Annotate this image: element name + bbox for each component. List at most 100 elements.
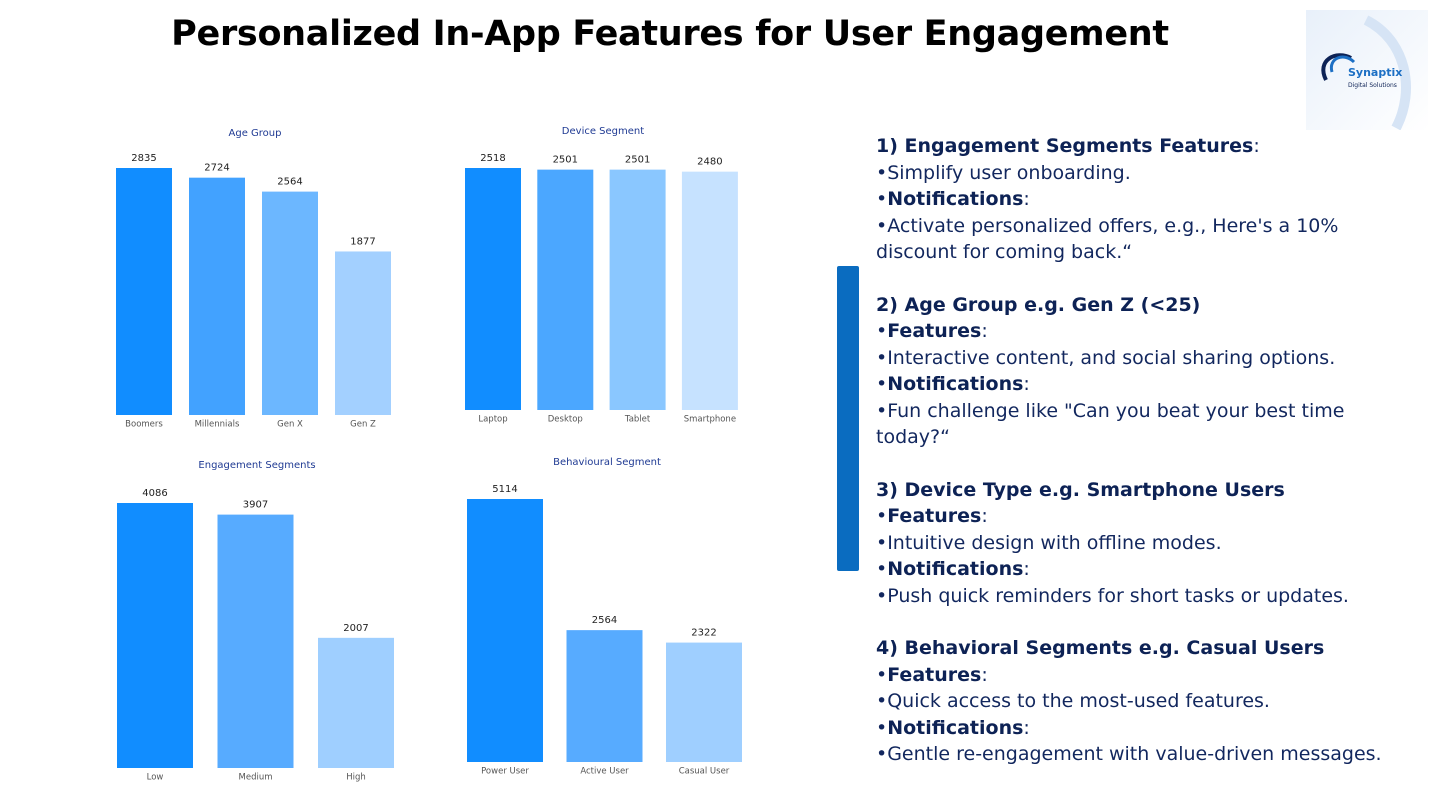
body-text: : (981, 505, 988, 527)
bold-text: Notifications (887, 558, 1024, 580)
text-line: •Simplify user onboarding. (876, 160, 1421, 187)
text-line: •Notifications: (876, 556, 1421, 583)
text-line: 3) Device Type e.g. Smartphone Users (876, 477, 1421, 504)
chart-title: Age Group (229, 128, 282, 139)
text-line: 2) Age Group e.g. Gen Z (<25) (876, 292, 1421, 319)
text-line: •Quick access to the most-used features. (876, 688, 1421, 715)
x-tick-label: Casual User (679, 767, 730, 777)
bar (467, 499, 543, 762)
body-text: •Simplify user onboarding. (876, 161, 1131, 184)
value-label: 1877 (350, 236, 375, 247)
bold-text: Notifications (887, 716, 1024, 739)
body-text: • (876, 558, 888, 580)
body-text: •Push quick reminders for short tasks or… (876, 584, 1349, 607)
section: 4) Behavioral Segments e.g. Casual Users… (876, 635, 1421, 768)
bold-text: Features (887, 505, 982, 527)
body-text: : (1253, 135, 1260, 157)
bar (217, 514, 294, 768)
value-label: 5114 (492, 484, 517, 495)
body-text: •Intuitive design with offline modes. (876, 531, 1222, 554)
chart-title: Behavioural Segment (553, 457, 661, 468)
body-text: •Gentle re-engagement with value-driven … (876, 743, 1382, 765)
x-tick-label: Laptop (478, 415, 507, 425)
heading-text: 2) Age Group e.g. Gen Z (<25) (876, 293, 1201, 316)
x-tick-label: Medium (239, 773, 273, 783)
text-line: •Notifications: (876, 371, 1421, 398)
text-panel: 1) Engagement Segments Features: •Simplif… (876, 133, 1421, 794)
section: 2) Age Group e.g. Gen Z (<25) •Features: •… (876, 292, 1421, 451)
body-text: : (1023, 188, 1030, 210)
body-text: •Quick access to the most-used features. (876, 690, 1270, 712)
body-text: : (981, 663, 988, 686)
body-text: • (876, 373, 888, 395)
heading-text: 3) Device Type e.g. Smartphone Users (876, 478, 1285, 501)
chart-title: Device Segment (562, 126, 644, 137)
logo: Synaptix Digital Solutions (1306, 10, 1428, 130)
body-text: : (1023, 373, 1030, 395)
x-tick-label: Low (147, 773, 164, 783)
x-tick-label: Smartphone (684, 415, 736, 425)
logo-swirl (1329, 55, 1356, 73)
charts: Age Group 2835 Boomers 2724 Millennials 2564 G… (116, 126, 742, 783)
body-text: • (876, 505, 888, 527)
body-text: : (1023, 716, 1030, 739)
logo-name: Synaptix (1348, 66, 1403, 79)
bar (116, 168, 172, 415)
x-tick-label: Power User (481, 767, 529, 777)
body-text: • (876, 663, 888, 686)
accent-bar (837, 266, 859, 571)
x-tick-label: Gen Z (350, 420, 376, 430)
text-line: 1) Engagement Segments Features: (876, 133, 1421, 160)
bar (537, 169, 594, 410)
bold-text: Notifications (887, 188, 1024, 210)
bar (681, 171, 738, 410)
x-tick-label: Desktop (548, 415, 583, 425)
slide-title: Personalized In-App Features for User En… (171, 14, 1169, 54)
value-label: 2501 (625, 155, 650, 166)
text-line: 4) Behavioral Segments e.g. Casual Users (876, 635, 1421, 662)
x-tick-label: Tablet (624, 415, 651, 425)
text-line: •Fun challenge like "Can you beat your b… (876, 398, 1421, 451)
x-tick-label: Gen X (277, 420, 303, 430)
bar (609, 169, 666, 410)
text-line: •Push quick reminders for short tasks or… (876, 583, 1421, 610)
x-tick-label: High (346, 773, 366, 783)
body-text: • (876, 320, 888, 342)
value-label: 2518 (480, 153, 505, 164)
section: 1) Engagement Segments Features: •Simplif… (876, 133, 1421, 266)
bold-text: Features (887, 320, 982, 342)
text-line: •Features: (876, 318, 1421, 345)
value-label: 3907 (243, 500, 268, 511)
text-line: •Features: (876, 503, 1421, 530)
chart-title: Engagement Segments (198, 460, 315, 471)
value-label: 2322 (691, 628, 716, 639)
body-text: •Activate personalized offers, e.g., Her… (876, 214, 1339, 264)
value-label: 2564 (277, 177, 302, 188)
text-line: •Interactive content, and social sharing… (876, 345, 1421, 372)
bar (465, 168, 521, 410)
body-text: • (876, 188, 888, 210)
value-label: 2480 (697, 157, 722, 168)
section: 3) Device Type e.g. Smartphone Users •Fea… (876, 477, 1421, 610)
text-line: •Features: (876, 662, 1421, 689)
bar (262, 191, 318, 415)
heading-text: 1) Engagement Segments Features (876, 135, 1254, 157)
body-text: •Interactive content, and social sharing… (876, 346, 1336, 369)
logo-decoration (1363, 15, 1411, 130)
bar (666, 642, 742, 762)
text-line: •Activate personalized offers, e.g., Her… (876, 213, 1421, 266)
body-text: • (876, 716, 888, 739)
x-tick-label: Boomers (125, 420, 163, 430)
body-text: : (1023, 558, 1030, 580)
bar (566, 630, 643, 762)
text-line: •Notifications: (876, 715, 1421, 742)
text-line: •Notifications: (876, 186, 1421, 213)
value-label: 2724 (204, 163, 229, 174)
x-tick-label: Active User (580, 767, 629, 777)
value-label: 4086 (142, 488, 167, 499)
value-label: 2007 (343, 623, 368, 634)
bar (335, 251, 391, 415)
body-text: •Fun challenge like "Can you beat your b… (876, 399, 1345, 449)
value-label: 2501 (553, 155, 578, 166)
